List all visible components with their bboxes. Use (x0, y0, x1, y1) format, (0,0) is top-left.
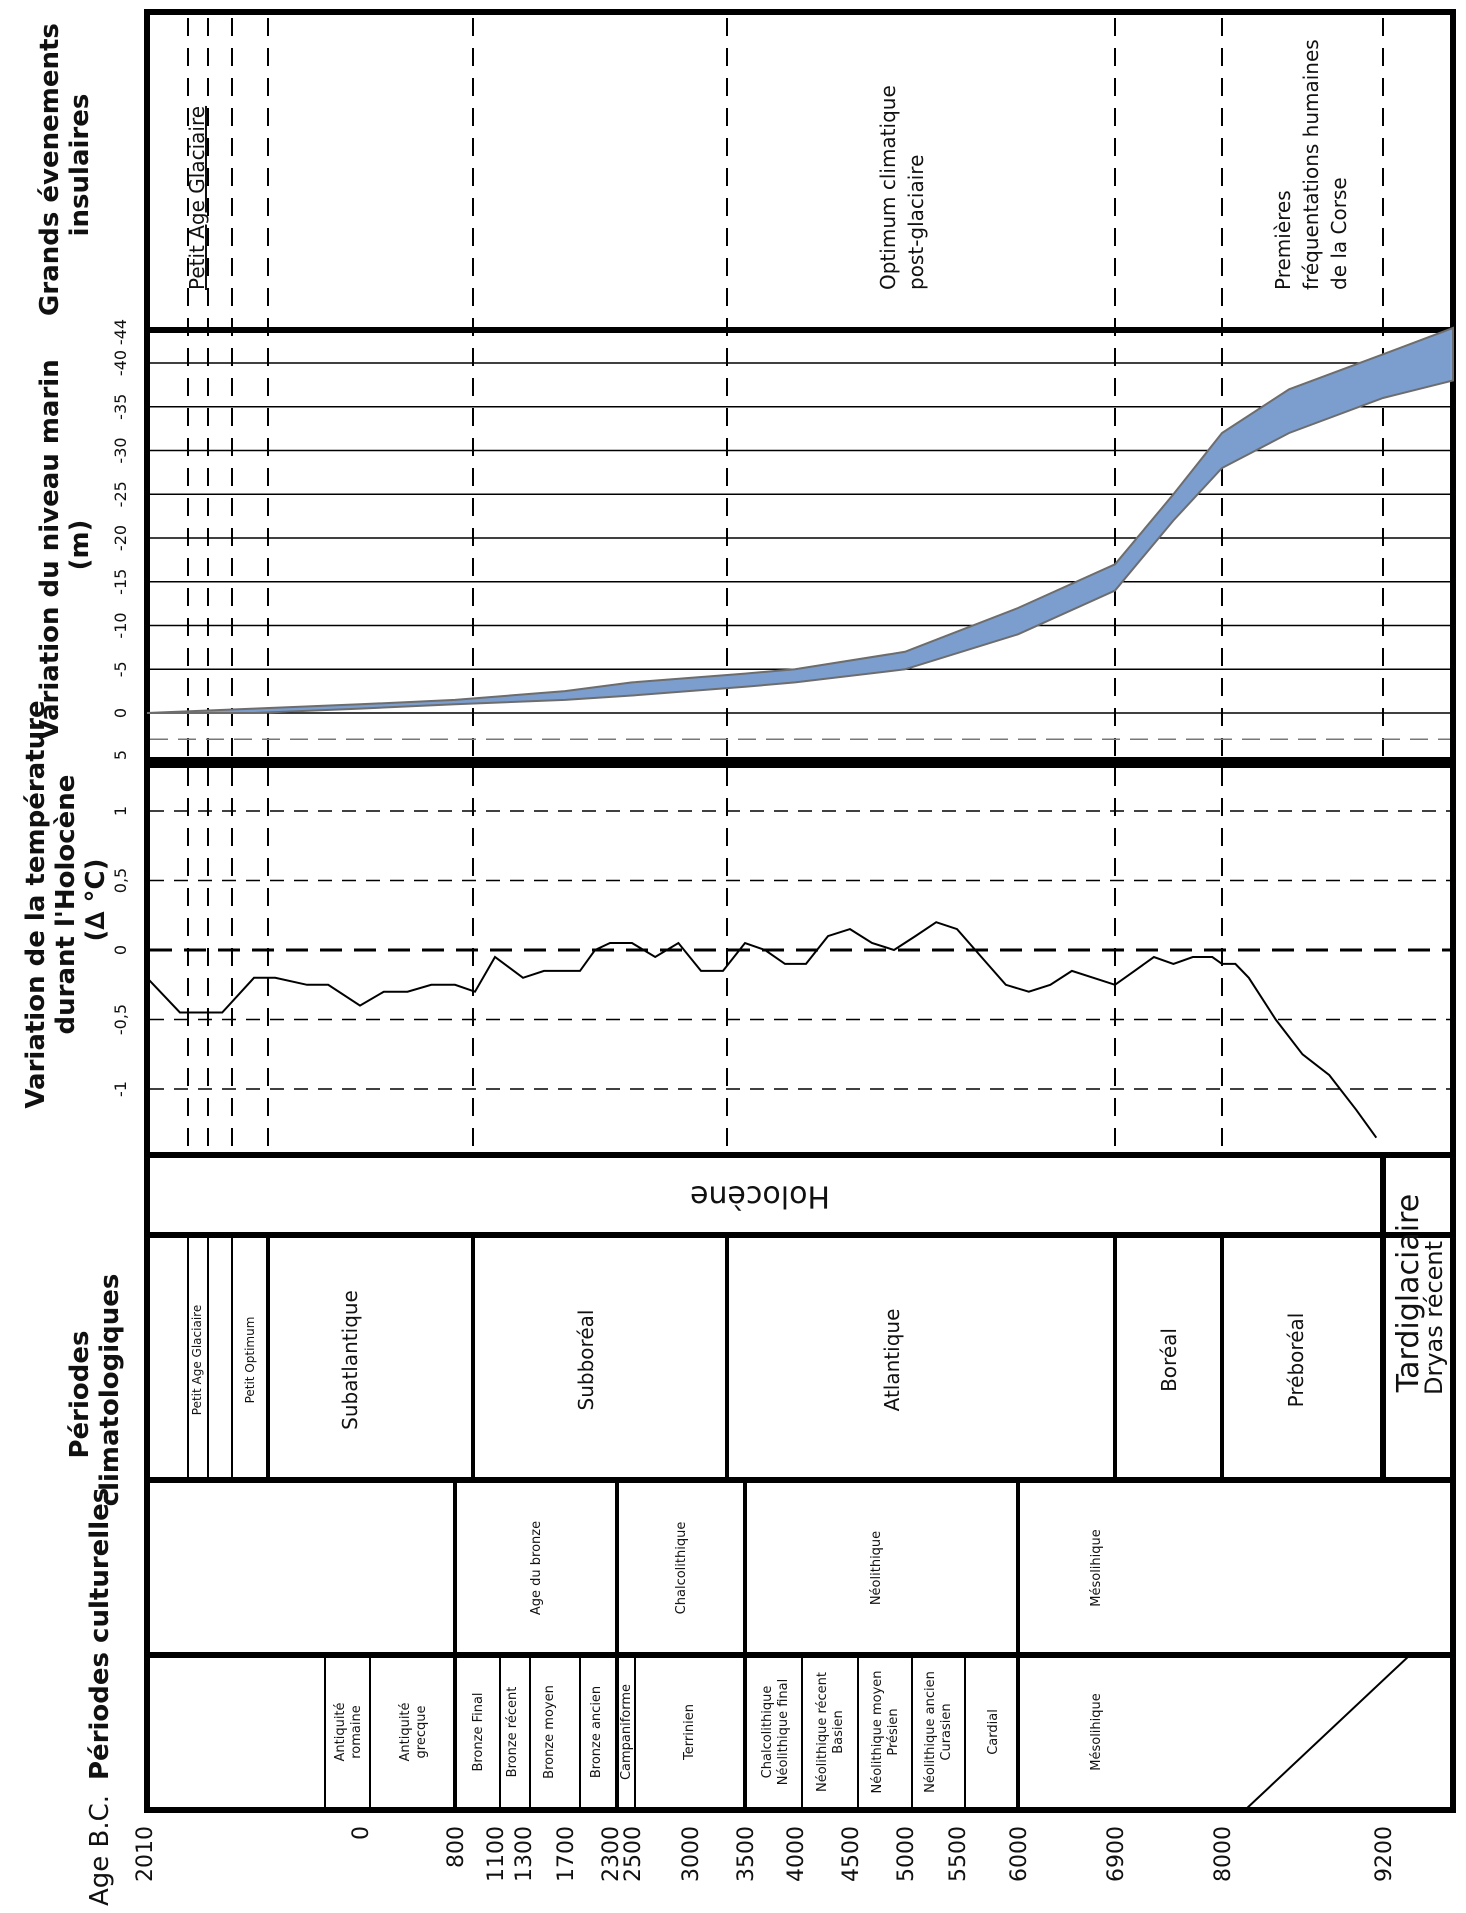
sea-level-tick-label: 0 (111, 708, 130, 718)
age-tick-label: 8000 (1211, 1826, 1236, 1882)
sea-level-tick-label: -25 (111, 481, 130, 507)
label-mesolithique-main: Mésolihique (1089, 1529, 1104, 1607)
label-atlantique: Atlantique (880, 1309, 904, 1412)
label-bronze-moyen: Bronze moyen (542, 1685, 557, 1779)
label-dryas-recent: Dryas récent (1420, 1241, 1448, 1395)
sea-level-tick-label: -15 (111, 569, 130, 595)
climatological-section-title: Périodes climatologiques (65, 1274, 125, 1507)
label-petit-age-glaciaire-band: Petit Age Glaciaire (190, 1305, 204, 1415)
label-holocene: Holocène (690, 1179, 830, 1214)
temperature-tick-label: 0,5 (111, 868, 130, 893)
sea-level-tick-label: -30 (111, 437, 130, 463)
label-neolithique-ancien-curasien: Néolithique ancienCurasien (923, 1671, 954, 1793)
label-preboreal: Préboréal (1284, 1313, 1308, 1408)
label-age-du-bronze: Age du bronze (529, 1521, 544, 1615)
age-tick-label: 2300 (599, 1826, 624, 1882)
label-neolithique-moyen-presien: Néolithique moyenPrésien (870, 1670, 901, 1793)
label-tardiglaciaire: Tardiglaciaire (1391, 1194, 1426, 1393)
age-tick-label: 2010 (133, 1826, 158, 1882)
sea-level-tick-labels: 5 0 -5 -10 -15 -20 -25 -30 -35 -40 -44 (111, 319, 130, 760)
age-tick-label: 9200 (1372, 1826, 1397, 1882)
age-tick-label: 1100 (484, 1826, 509, 1882)
label-petit-age-glaciaire: Petit Age Glaciaire (185, 106, 209, 290)
sea-level-tick-label: -40 (111, 350, 130, 376)
events-section-title: Grands évenements insulaires (35, 14, 95, 316)
frames (144, 9, 1456, 1813)
label-optimum-climatique: Optimum climatique post-glaciaire (876, 85, 928, 290)
temperature-tick-label: -1 (111, 1081, 130, 1097)
temperature-tick-label: 0 (111, 945, 130, 955)
climatic-labels: Petit Age Glaciaire Petit Optimum Subatl… (190, 1241, 1448, 1430)
age-tick-label: 3500 (734, 1826, 759, 1882)
age-tick-label: 6900 (1104, 1826, 1129, 1882)
label-cardial: Cardial (986, 1709, 1001, 1755)
cultural-main-separators (453, 1480, 1020, 1655)
label-antiquite-romaine: Antiquitéromaine (333, 1702, 364, 1761)
sea-level-band (146, 326, 1454, 714)
event-labels: Petit Age Glaciaire Optimum climatique po… (185, 39, 1351, 290)
label-boreal: Boréal (1157, 1328, 1181, 1392)
label-mesolithique-detail: Mésolihique (1089, 1693, 1104, 1771)
label-bronze-final: Bronze Final (471, 1692, 486, 1771)
sea-level-section-title: Variation du niveau marin (m) (35, 350, 95, 740)
sea-level-tick-label: -44 (111, 319, 130, 345)
temperature-tick-labels: 1 0,5 0 -0,5 -1 (111, 806, 130, 1097)
label-subatlantique: Subatlantique (338, 1290, 362, 1430)
label-bronze-recent: Bronze récent (505, 1687, 520, 1778)
cultural-detail-labels: Antiquitéromaine Antiquitégrecque Bronze… (333, 1670, 1104, 1793)
label-neolithique-recent-basien: Néolithique récentBasien (815, 1672, 846, 1792)
age-tick-label: 5500 (946, 1826, 971, 1882)
age-tick-label: 1300 (512, 1826, 537, 1882)
label-chalcolithique-neolithique-final: ChalcolithiqueNéolithique final (760, 1679, 791, 1785)
label-antiquite-grecque: Antiquitégrecque (398, 1702, 429, 1761)
label-chalcolithique: Chalcolithique (674, 1522, 689, 1615)
label-subboreal: Subboréal (574, 1310, 598, 1411)
period-guides (187, 18, 1384, 1155)
sea-level-tick-label: -20 (111, 525, 130, 551)
temperature-grid (150, 810, 1450, 1090)
temperature-section-title: Variation de la température durant l'Hol… (21, 691, 111, 1108)
climatic-separators (187, 1155, 1386, 1480)
sea-level-tick-label: 5 (111, 750, 130, 760)
label-petit-optimum: Petit Optimum (243, 1317, 257, 1404)
cultural-main-labels: Age du bronze Chalcolithique Néolithique… (529, 1521, 1104, 1615)
age-tick-label: 6000 (1007, 1826, 1032, 1882)
age-tick-label: 0 (349, 1826, 374, 1840)
sea-level-tick-label: -5 (111, 661, 130, 677)
age-tick-label: 3000 (679, 1826, 704, 1882)
sea-level-grid (150, 362, 1450, 740)
label-bronze-ancien: Bronze ancien (589, 1686, 604, 1778)
cultural-section-title: Périodes culturelles (85, 1488, 115, 1780)
temperature-tick-label: -0,5 (111, 1004, 130, 1035)
sea-level-tick-label: -10 (111, 612, 130, 638)
age-axis-title: Age B.C. (85, 1795, 115, 1906)
label-premieres-frequentations: Premières fréquentations humaines de la Co… (1271, 39, 1351, 290)
age-tick-label: 800 (444, 1826, 469, 1868)
temperature-tick-label: 1 (111, 806, 130, 816)
age-tick-label: 5000 (894, 1826, 919, 1882)
age-tick-label: 4500 (839, 1826, 864, 1882)
temperature-curve (146, 921, 1378, 1139)
sea-level-tick-label: -35 (111, 394, 130, 420)
cultural-detail-separators (324, 1654, 1411, 1811)
age-tick-label: 1700 (554, 1826, 579, 1882)
age-tick-label: 4000 (784, 1826, 809, 1882)
label-terrinien: Terrinien (682, 1704, 697, 1761)
label-neolithique: Néolithique (869, 1531, 884, 1605)
age-tick-label: 2500 (621, 1826, 646, 1882)
label-campaniforme: Campaniforme (619, 1684, 634, 1780)
